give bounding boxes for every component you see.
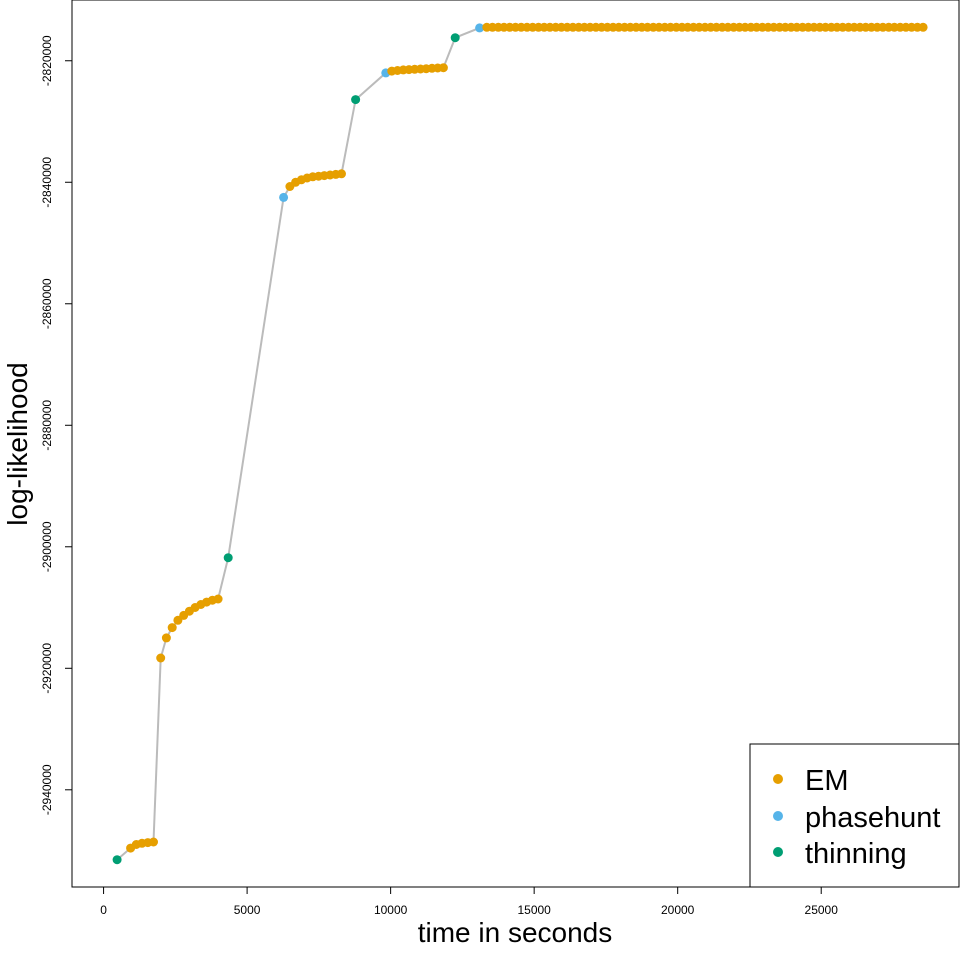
x-tick-label: 20000	[661, 903, 695, 917]
x-tick-label: 0	[100, 903, 107, 917]
data-point-em	[149, 837, 158, 847]
data-point-thinning	[112, 855, 122, 865]
y-tick-label: -2860000	[40, 278, 54, 329]
y-tick-label: -2840000	[40, 157, 54, 208]
data-point-thinning	[351, 95, 361, 105]
y-tick-label: -2920000	[40, 643, 54, 694]
x-tick-label: 25000	[805, 903, 839, 917]
legend: EM phasehunt thinning	[749, 743, 960, 888]
data-point-phasehunt	[475, 23, 485, 33]
x-axis: 0 5000 10000 15000 20000 25000	[100, 886, 839, 917]
legend-marker-phasehunt	[773, 811, 783, 821]
points-layer	[112, 22, 928, 865]
data-point-em	[167, 623, 177, 633]
legend-label-phasehunt: phasehunt	[805, 802, 940, 834]
legend-box	[749, 743, 960, 888]
data-point-em	[918, 22, 928, 32]
data-point-em	[213, 594, 223, 604]
x-tick-label: 10000	[374, 903, 408, 917]
y-tick-label: -2900000	[40, 521, 54, 572]
x-axis-title: time in seconds	[418, 917, 613, 948]
legend-marker-thinning	[773, 847, 783, 857]
legend-label-em: EM	[805, 765, 849, 797]
data-point-phasehunt	[279, 192, 289, 202]
legend-label-thinning: thinning	[805, 838, 907, 870]
y-tick-label: -2820000	[40, 35, 54, 86]
data-point-thinning	[223, 553, 233, 563]
y-axis: -2940000 -2920000 -2900000 -2880000 -2860000…	[40, 35, 73, 815]
data-point-em	[438, 63, 448, 73]
y-tick-label: -2880000	[40, 400, 54, 451]
data-point-em	[161, 633, 171, 643]
data-point-em	[337, 169, 346, 179]
legend-marker-em	[773, 774, 783, 784]
data-point-thinning	[450, 33, 460, 43]
y-tick-label: -2940000	[40, 764, 54, 815]
x-tick-label: 15000	[517, 903, 551, 917]
x-tick-label: 5000	[234, 903, 261, 917]
y-axis-title: log-likelihood	[2, 362, 33, 525]
data-point-em	[156, 653, 166, 663]
